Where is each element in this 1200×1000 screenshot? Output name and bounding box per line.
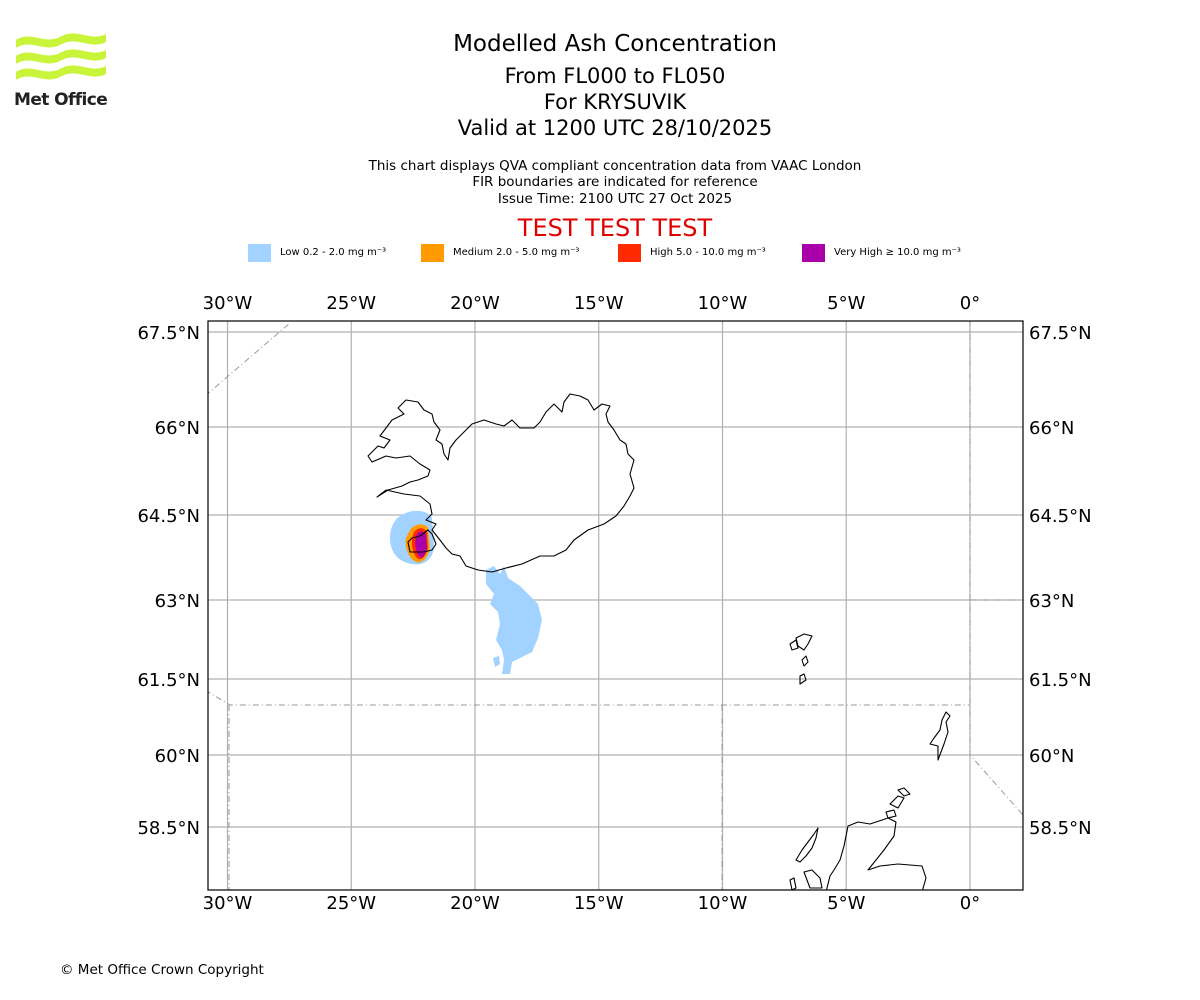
lat-label-left: 61.5°N (137, 670, 200, 691)
lon-label-top: 5°W (827, 293, 865, 314)
lat-label-left: 66°N (155, 418, 200, 439)
legend-swatch-medium (421, 244, 444, 262)
shetland-coastline (929, 711, 951, 761)
lon-label-bottom: 30°W (203, 893, 253, 914)
legend-swatch-low (248, 244, 271, 262)
lat-label-right: 61.5°N (1029, 670, 1092, 691)
copyright-notice: © Met Office Crown Copyright (60, 962, 264, 978)
legend-label-medium: Medium 2.0 - 5.0 mg m⁻³ (453, 247, 580, 258)
lon-label-top: 10°W (698, 293, 748, 314)
lon-label-top: 15°W (574, 293, 624, 314)
flight-level-range: From FL000 to FL050 (504, 64, 726, 88)
iceland-coastline (367, 393, 635, 573)
legend-label-high: High 5.0 - 10.0 mg m⁻³ (650, 247, 766, 258)
lat-label-right: 58.5°N (1029, 818, 1092, 839)
coastlines (367, 393, 951, 890)
legend-label-low: Low 0.2 - 2.0 mg m⁻³ (280, 247, 387, 258)
legend-label-very-high: Very High ≥ 10.0 mg m⁻³ (834, 247, 961, 258)
lon-label-top: 0° (960, 293, 980, 314)
test-banner: TEST TEST TEST (517, 214, 713, 242)
lat-label-right: 64.5°N (1029, 506, 1092, 527)
scotland-coastline (825, 817, 927, 890)
legend-swatch-very-high (802, 244, 825, 262)
lon-label-bottom: 10°W (698, 893, 748, 914)
lat-label-left: 67.5°N (137, 323, 200, 344)
lon-label-bottom: 0° (960, 893, 980, 914)
lon-label-top: 30°W (203, 293, 253, 314)
subtitle-line-2: FIR boundaries are indicated for referen… (472, 174, 758, 190)
orkney-coastline (885, 787, 911, 819)
lon-label-top: 20°W (450, 293, 500, 314)
lon-label-bottom: 25°W (326, 893, 376, 914)
fir-boundaries (208, 321, 1023, 890)
legend-swatch-high (618, 244, 641, 262)
met-office-wave-icon (16, 33, 106, 80)
hebrides-coastline (789, 827, 823, 890)
lon-label-top: 25°W (326, 293, 376, 314)
lon-label-bottom: 15°W (574, 893, 624, 914)
faroe-islands-coastline (789, 633, 813, 685)
valid-time: Valid at 1200 UTC 28/10/2025 (457, 116, 773, 140)
lat-label-right: 67.5°N (1029, 323, 1092, 344)
reykjanes-coastline (407, 529, 437, 553)
lat-label-right: 60°N (1029, 746, 1074, 767)
volcano-location: For KRYSUVIK (543, 90, 687, 114)
logo-wordmark: Met Office (14, 90, 108, 110)
lat-label-left: 60°N (155, 746, 200, 767)
lat-label-left: 64.5°N (137, 506, 200, 527)
lat-label-left: 63°N (155, 591, 200, 612)
ash-very-high-area (415, 531, 427, 558)
subtitle-line-1: This chart displays QVA compliant concen… (368, 158, 862, 174)
chart-title: Modelled Ash Concentration (453, 31, 777, 57)
lon-label-bottom: 5°W (827, 893, 865, 914)
lat-label-right: 66°N (1029, 418, 1074, 439)
map-tick-labels: 30°W 30°W 25°W 25°W 20°W 20°W 15°W 15°W 10°W 10°W… (137, 293, 1091, 914)
issue-time: Issue Time: 2100 UTC 27 Oct 2025 (497, 191, 733, 207)
map-gridlines (208, 321, 1023, 890)
lon-label-bottom: 20°W (450, 893, 500, 914)
met-office-logo: Met Office (14, 30, 109, 112)
lat-label-left: 58.5°N (137, 818, 200, 839)
lat-label-right: 63°N (1029, 591, 1074, 612)
map-frame (207, 320, 1024, 891)
